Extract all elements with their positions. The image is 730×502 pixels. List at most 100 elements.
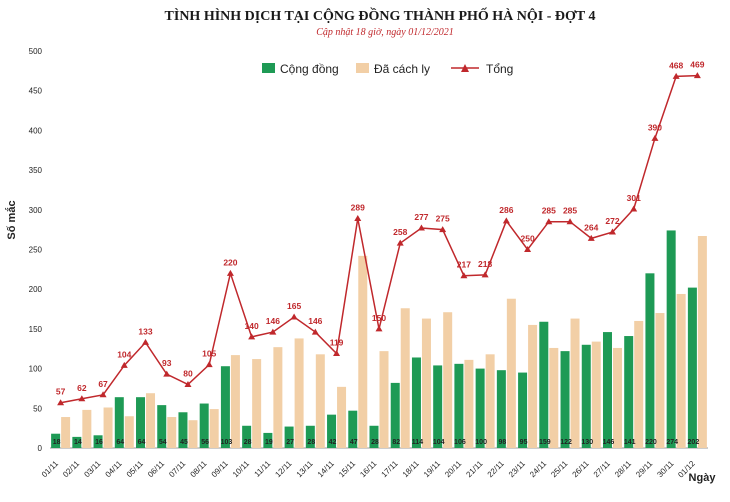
data-label-cong-dong: 82 [392,439,400,446]
y-tick-label: 200 [29,285,43,294]
data-label-cong-dong: 42 [329,439,337,446]
data-label-cong-dong: 130 [581,439,593,446]
x-tick-label: 13/11 [295,459,315,479]
data-label-cong-dong: 45 [180,439,188,446]
bar-cong-dong [136,397,146,448]
x-tick-label: 20/11 [443,459,463,479]
data-label-cong-dong: 27 [286,439,294,446]
marker-tong [566,218,574,225]
y-tick-label: 0 [38,444,43,453]
bar-cong-dong [369,425,379,448]
bar-da-cach-ly [146,393,156,448]
bar-da-cach-ly [337,386,347,448]
x-tick-label: 29/11 [634,459,654,479]
bar-da-cach-ly [358,255,368,448]
x-tick-label: 22/11 [486,459,506,479]
data-label-cong-dong: 104 [433,439,445,446]
bar-da-cach-ly [400,308,410,448]
data-label-cong-dong: 220 [645,439,657,446]
chart-title: TÌNH HÌNH DỊCH TẠI CỘNG ĐỒNG THÀNH PHỐ H… [165,6,596,24]
x-tick-label: 06/11 [146,459,166,479]
data-label-cong-dong: 274 [666,439,678,446]
bar-cong-dong [157,405,167,448]
data-label-cong-dong: 141 [624,439,636,446]
data-label-tong: 264 [584,222,598,232]
marker-tong [142,338,150,345]
data-label-cong-dong: 14 [74,439,82,446]
marker-tong [651,134,659,141]
bar-cong-dong [687,287,697,448]
x-tick-label: 03/11 [82,459,102,479]
data-label-cong-dong: 146 [603,439,615,446]
y-axis-label: Số mắc [5,200,18,239]
marker-tong [587,234,595,241]
bar-da-cach-ly [188,420,198,448]
bar-da-cach-ly [103,407,113,448]
bar-da-cach-ly [443,312,453,448]
bar-cong-dong [72,436,82,448]
marker-tong [184,380,192,387]
bar-da-cach-ly [82,409,92,448]
bar-da-cach-ly [61,417,71,448]
bar-cong-dong [518,372,528,448]
marker-tong [481,271,489,278]
data-label-tong: 119 [330,338,344,348]
bar-cong-dong [411,357,421,448]
data-label-cong-dong: 100 [475,439,487,446]
legend-label-da-cach-ly: Đã cách ly [374,62,430,76]
marker-tong [311,328,319,335]
bar-cong-dong [305,425,315,448]
bar-cong-dong [263,432,273,448]
data-label-cong-dong: 64 [116,439,124,446]
x-tick-label: 27/11 [592,459,612,479]
marker-tong [269,328,277,335]
data-label-tong: 217 [457,260,471,270]
marker-tong [672,72,680,79]
data-label-cong-dong: 202 [688,439,700,446]
legend-swatch-cong-dong [262,63,275,73]
bar-da-cach-ly [273,347,283,448]
data-label-tong: 218 [478,259,492,269]
bar-da-cach-ly [549,347,559,448]
marker-tong [57,399,65,406]
data-label-tong: 272 [605,216,619,226]
bar-da-cach-ly [124,416,134,448]
data-label-tong: 277 [414,212,428,222]
data-label-tong: 57 [56,387,66,397]
marker-tong [630,205,638,212]
data-label-tong: 258 [393,227,407,237]
x-axis-label: Ngày [689,472,717,484]
marker-tong [226,269,234,276]
bar-cong-dong [93,435,103,448]
bar-da-cach-ly [591,341,601,448]
bar-cong-dong [390,382,400,448]
x-tick-label: 26/11 [571,459,591,479]
bar-da-cach-ly [612,347,622,448]
bar-cong-dong [242,425,252,448]
bar-da-cach-ly [634,320,644,448]
data-label-cong-dong: 114 [412,439,423,446]
x-tick-label: 02/11 [61,459,81,479]
data-label-cong-dong: 98 [498,439,506,446]
y-tick-label: 250 [29,246,43,255]
bar-cong-dong [645,273,655,448]
data-label-cong-dong: 159 [539,439,551,446]
bar-da-cach-ly [485,354,495,448]
legend-label-cong-dong: Cộng đồng [280,62,339,76]
marker-tong [693,72,701,79]
x-tick-label: 10/11 [231,459,251,479]
x-tick-label: 05/11 [125,459,145,479]
bar-da-cach-ly [464,359,474,448]
x-tick-label: 30/11 [655,459,675,479]
bar-cong-dong [114,397,124,448]
bar-da-cach-ly [209,409,219,448]
marker-tong [396,239,404,246]
marker-tong [439,226,447,233]
data-label-cong-dong: 56 [201,439,209,446]
bar-da-cach-ly [167,417,177,448]
bar-cong-dong [454,363,464,448]
marker-tong [120,361,128,368]
bar-cong-dong [433,365,443,448]
x-tick-label: 09/11 [210,459,230,479]
x-tick-label: 23/11 [507,459,527,479]
